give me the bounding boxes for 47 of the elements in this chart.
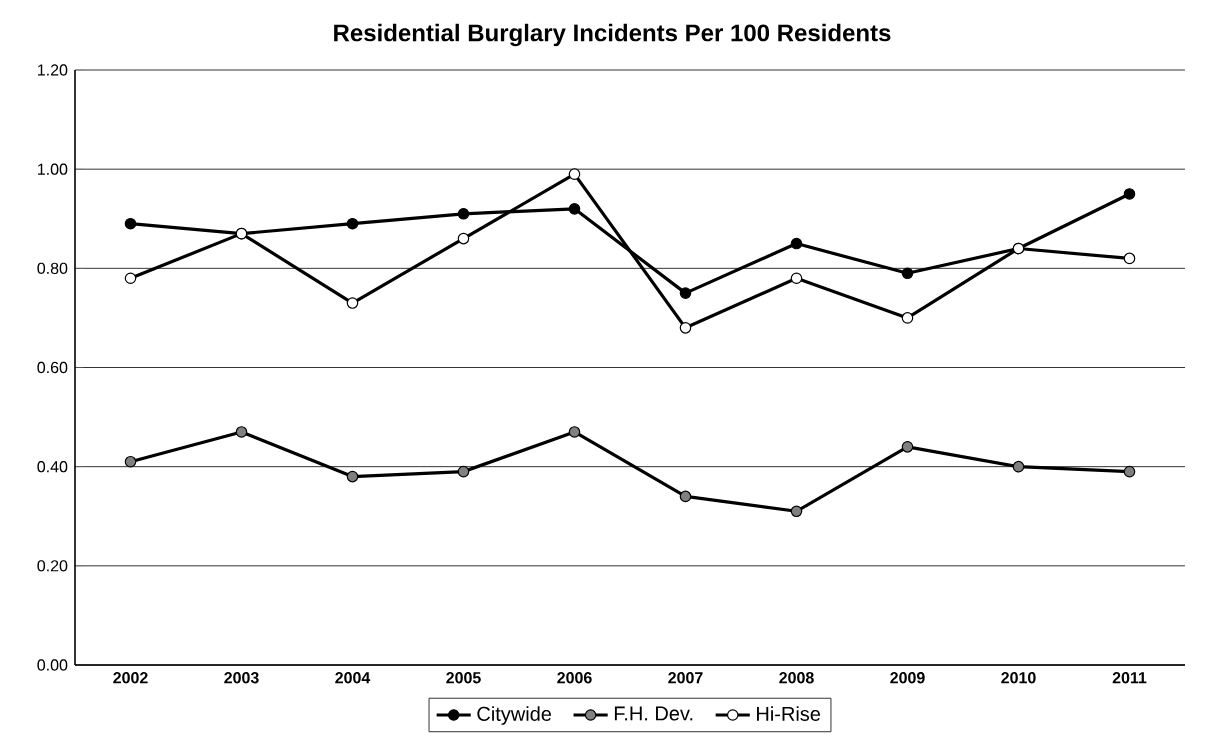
point (790, 272, 803, 285)
point (679, 490, 692, 503)
x-tick-label: 2006 (557, 672, 592, 684)
point (124, 272, 137, 285)
point (346, 470, 359, 483)
point (568, 203, 581, 215)
y-tick-label: 0.80 (37, 262, 68, 274)
point (457, 232, 470, 245)
x-tick-label: 2007 (668, 672, 703, 684)
point (1012, 460, 1025, 473)
point (124, 217, 137, 230)
x-tick-label: 2004 (335, 672, 371, 684)
point (457, 465, 470, 478)
y-tick-label: 0.00 (37, 659, 68, 671)
legend-label: Citywide (477, 706, 552, 725)
x-tick-label: 2002 (113, 672, 148, 684)
point (346, 217, 359, 230)
point (346, 297, 359, 309)
x-tick-label: 2005 (446, 672, 481, 684)
legend-label: Hi-Rise (757, 706, 821, 721)
point (568, 168, 581, 180)
point (679, 287, 692, 299)
point (235, 426, 248, 438)
y-tick-label: 0.40 (37, 461, 68, 473)
x-tick-label: 2011 (1112, 672, 1147, 684)
point (1123, 188, 1136, 200)
x-tick-label: 2009 (890, 672, 925, 684)
point (901, 267, 914, 280)
point (790, 505, 803, 518)
point (457, 207, 470, 220)
point (124, 455, 137, 468)
point (568, 426, 581, 438)
point (790, 237, 803, 250)
point (1123, 465, 1136, 478)
x-tick-label: 2008 (779, 672, 814, 684)
legend-label: F.H. Dev. (614, 706, 693, 721)
y-tick-label: 0.20 (37, 560, 68, 572)
point (901, 441, 914, 453)
point (1123, 252, 1136, 265)
y-tick-label: 0.60 (37, 361, 68, 374)
x-tick-label: 2003 (224, 672, 259, 684)
point (679, 322, 692, 334)
y-tick-label: 1.20 (38, 64, 68, 76)
x-tick-label: 2010 (1001, 672, 1036, 684)
y-tick-label: 1.00 (38, 163, 68, 175)
point (901, 312, 914, 324)
chart-title: Residential Burglary Incidents Per 100 Residents (334, 23, 891, 47)
